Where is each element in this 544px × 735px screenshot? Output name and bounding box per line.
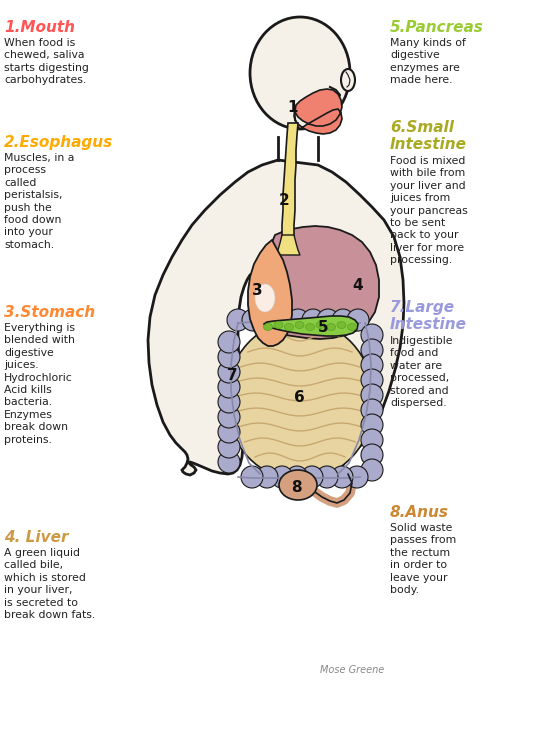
Text: 5.Pancreas: 5.Pancreas xyxy=(390,20,484,35)
Circle shape xyxy=(241,466,263,488)
Text: 7: 7 xyxy=(227,368,237,382)
Text: 5: 5 xyxy=(318,320,329,334)
Circle shape xyxy=(361,459,383,481)
Circle shape xyxy=(242,309,264,331)
Ellipse shape xyxy=(226,320,374,480)
Polygon shape xyxy=(148,160,404,475)
Circle shape xyxy=(316,466,338,488)
Ellipse shape xyxy=(326,323,336,331)
Circle shape xyxy=(332,309,354,331)
Polygon shape xyxy=(248,240,292,346)
Circle shape xyxy=(361,369,383,391)
Circle shape xyxy=(302,309,324,331)
Circle shape xyxy=(361,354,383,376)
Circle shape xyxy=(218,451,240,473)
Text: When food is
chewed, saliva
starts digesting
carbohydrates.: When food is chewed, saliva starts diges… xyxy=(4,38,89,85)
Circle shape xyxy=(317,309,339,331)
Text: Mose Greene: Mose Greene xyxy=(320,665,384,675)
Ellipse shape xyxy=(337,321,346,329)
Circle shape xyxy=(361,324,383,346)
Circle shape xyxy=(347,309,369,331)
Ellipse shape xyxy=(341,69,355,91)
Text: 8.Anus: 8.Anus xyxy=(390,505,449,520)
Ellipse shape xyxy=(279,470,317,500)
Text: 1: 1 xyxy=(288,99,298,115)
Text: 3: 3 xyxy=(252,282,262,298)
Circle shape xyxy=(218,406,240,428)
Text: 7.Large
Intestine: 7.Large Intestine xyxy=(390,300,467,332)
Ellipse shape xyxy=(274,321,283,329)
Circle shape xyxy=(272,309,294,331)
Text: Everything is
blended with
digestive
juices.
Hydrochloric
Acid kills
bacteria.
E: Everything is blended with digestive jui… xyxy=(4,323,75,445)
Polygon shape xyxy=(276,235,300,255)
Polygon shape xyxy=(294,89,342,134)
Circle shape xyxy=(361,399,383,421)
Text: 4. Liver: 4. Liver xyxy=(4,530,69,545)
Text: A green liquid
called bile,
which is stored
in your liver,
is secreted to
break : A green liquid called bile, which is sto… xyxy=(4,548,95,620)
Ellipse shape xyxy=(348,323,356,331)
Text: Muscles, in a
process
called
peristalsis,
push the
food down
into your
stomach.: Muscles, in a process called peristalsis… xyxy=(4,153,75,250)
Text: 4: 4 xyxy=(353,278,363,293)
Ellipse shape xyxy=(306,323,314,331)
Circle shape xyxy=(218,361,240,383)
Circle shape xyxy=(301,466,323,488)
Circle shape xyxy=(346,466,368,488)
Circle shape xyxy=(361,339,383,361)
Text: 3.Stomach: 3.Stomach xyxy=(4,305,95,320)
Circle shape xyxy=(218,436,240,458)
Circle shape xyxy=(218,331,240,353)
Text: 1.Mouth: 1.Mouth xyxy=(4,20,75,35)
Text: Food is mixed
with bile from
your liver and
juices from
your pancreas
to be sent: Food is mixed with bile from your liver … xyxy=(390,156,468,265)
Circle shape xyxy=(257,309,279,331)
Ellipse shape xyxy=(263,323,273,331)
Circle shape xyxy=(218,376,240,398)
Circle shape xyxy=(361,384,383,406)
Circle shape xyxy=(218,346,240,368)
Circle shape xyxy=(287,309,309,331)
Polygon shape xyxy=(282,123,298,247)
Circle shape xyxy=(218,421,240,443)
Text: 2: 2 xyxy=(279,193,289,207)
Circle shape xyxy=(286,466,308,488)
Circle shape xyxy=(361,429,383,451)
Text: 6.Small
Intestine: 6.Small Intestine xyxy=(390,120,467,152)
Ellipse shape xyxy=(285,323,294,331)
Ellipse shape xyxy=(316,321,325,329)
Text: Indigestible
food and
water are
processed,
stored and
dispersed.: Indigestible food and water are processe… xyxy=(390,336,454,408)
Text: 2.Esophagus: 2.Esophagus xyxy=(4,135,113,150)
Circle shape xyxy=(361,414,383,436)
Text: 8: 8 xyxy=(290,479,301,495)
Polygon shape xyxy=(264,316,358,336)
Circle shape xyxy=(227,309,249,331)
Ellipse shape xyxy=(250,17,350,129)
Text: Solid waste
passes from
the rectum
in order to
leave your
body.: Solid waste passes from the rectum in or… xyxy=(390,523,456,595)
Text: Many kinds of
digestive
enzymes are
made here.: Many kinds of digestive enzymes are made… xyxy=(390,38,466,85)
Circle shape xyxy=(218,391,240,413)
Circle shape xyxy=(256,466,278,488)
Ellipse shape xyxy=(255,284,275,312)
Ellipse shape xyxy=(295,321,304,329)
Text: 6: 6 xyxy=(294,390,305,404)
Circle shape xyxy=(331,466,353,488)
Polygon shape xyxy=(257,226,379,339)
Circle shape xyxy=(271,466,293,488)
Circle shape xyxy=(361,444,383,466)
